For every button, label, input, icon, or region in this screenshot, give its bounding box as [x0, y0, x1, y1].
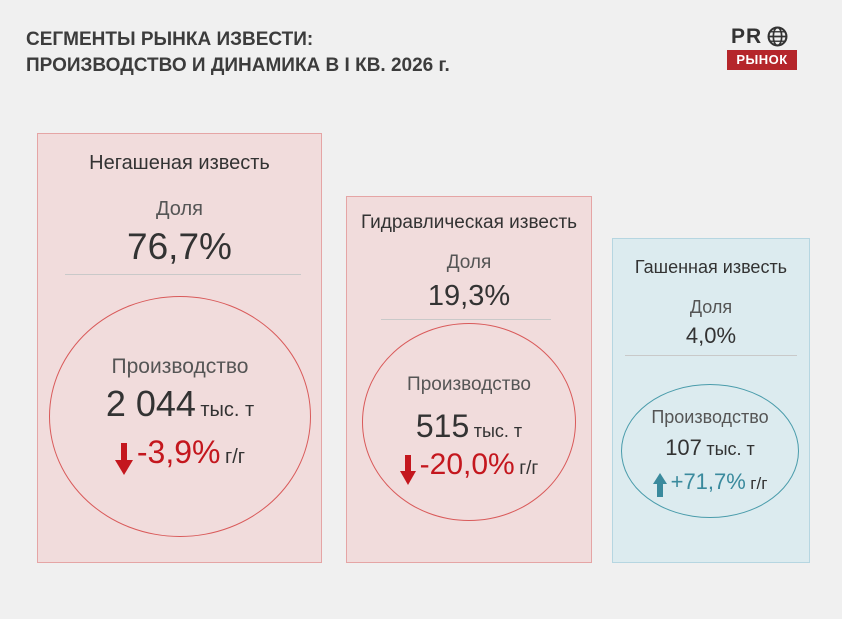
- arrow-up-icon: [652, 472, 667, 497]
- change-unit: г/г: [224, 446, 246, 468]
- divider: [381, 319, 551, 320]
- share-label: Доля: [156, 198, 203, 220]
- production-value: 515: [415, 408, 470, 444]
- segment-name: Гидравлическая известь: [360, 212, 578, 233]
- production-label: Производство: [407, 374, 531, 395]
- change-line: -20,0% г/г: [363, 448, 575, 485]
- segment-card-hydraulic-lime: Гидравлическая известь Доля 19,3% Произв…: [346, 196, 592, 563]
- production-label: Производство: [651, 407, 769, 427]
- share-value: 4,0%: [685, 323, 737, 348]
- share-value: 76,7%: [127, 226, 232, 267]
- production-circle: Производство 515 тыс. т -20,0% г/г: [362, 323, 576, 521]
- segment-card-quicklime: Негашеная известь Доля 76,7% Производств…: [37, 133, 322, 563]
- page-title: СЕГМЕНТЫ РЫНКА ИЗВЕСТИ: ПРОИЗВОДСТВО И Д…: [26, 27, 450, 79]
- change-line: -3,9% г/г: [50, 434, 310, 475]
- production-line: 2 044 тыс. т: [50, 383, 310, 425]
- change-value: -3,9%: [136, 434, 221, 470]
- production-circle: Производство 2 044 тыс. т -3,9% г/г: [49, 296, 311, 537]
- segment-card-slaked-lime: Гашенная известь Доля 4,0% Производство …: [612, 238, 810, 563]
- divider: [65, 274, 301, 275]
- segment-name: Негашеная известь: [89, 152, 270, 174]
- prorynok-logo: PR РЫНОК: [727, 26, 797, 70]
- production-unit: тыс. т: [473, 421, 523, 441]
- divider: [625, 355, 797, 356]
- production-unit: тыс. т: [706, 439, 755, 459]
- change-unit: г/г: [750, 474, 768, 493]
- production-line: 515 тыс. т: [363, 408, 575, 445]
- production-line: 107 тыс. т: [622, 435, 798, 461]
- arrow-down-icon: [399, 454, 416, 485]
- title-line-1: СЕГМЕНТЫ РЫНКА ИЗВЕСТИ:: [26, 29, 314, 50]
- globe-icon: [767, 26, 788, 47]
- logo-pro-text: PR: [731, 25, 763, 48]
- title-line-2: ПРОИЗВОДСТВО И ДИНАМИКА В I КВ. 2026 г.: [26, 55, 450, 76]
- change-value: +71,7%: [670, 469, 746, 494]
- arrow-down-icon: [114, 442, 133, 475]
- production-value: 2 044: [105, 383, 196, 424]
- production-unit: тыс. т: [200, 399, 255, 421]
- change-value: -20,0%: [419, 448, 515, 481]
- production-value: 107: [665, 435, 702, 460]
- share-label: Доля: [446, 252, 492, 273]
- logo-rynok-text: РЫНОК: [727, 50, 797, 70]
- share-label: Доля: [689, 297, 733, 317]
- change-line: +71,7% г/г: [622, 469, 798, 497]
- change-unit: г/г: [519, 458, 539, 479]
- segment-name: Гашенная известь: [634, 257, 788, 277]
- share-value: 19,3%: [427, 280, 511, 312]
- production-circle: Производство 107 тыс. т +71,7% г/г: [621, 384, 799, 518]
- production-label: Производство: [111, 355, 249, 378]
